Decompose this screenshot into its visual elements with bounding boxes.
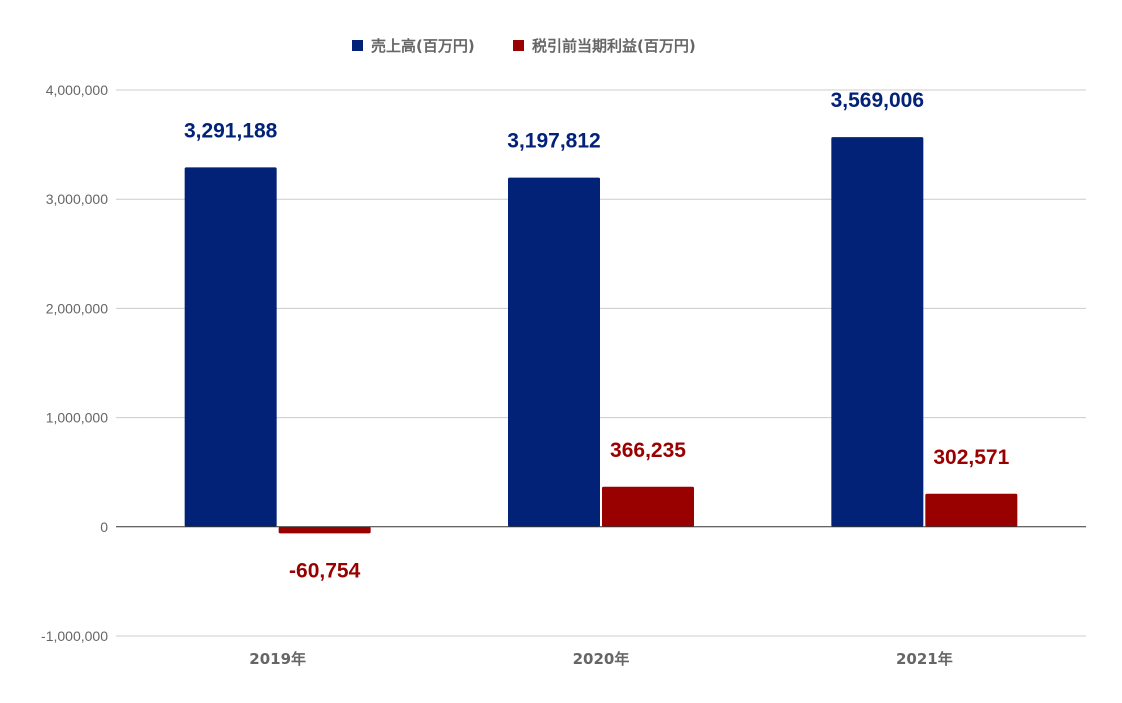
x-category-label: 2020年 xyxy=(573,650,630,668)
legend[interactable]: 売上高(百万円) 税引前当期利益(百万円) xyxy=(352,37,696,55)
bar-sales-0[interactable] xyxy=(184,167,277,527)
data-labels: 3,291,188 -60,754 3,197,812 366,235 3,569,00… xyxy=(184,89,1010,582)
legend-swatch xyxy=(352,40,363,51)
bar-pretax-profit-1[interactable] xyxy=(602,486,694,527)
y-axis-tick-labels: 4,000,000 3,000,000 2,000,000 1,000,000 0 -1,… xyxy=(41,82,108,644)
legend-label[interactable]: 売上高(百万円) xyxy=(371,37,475,55)
bar-sales-1[interactable] xyxy=(508,177,600,527)
data-label: -60,754 xyxy=(289,559,361,582)
x-axis-category-labels: 2019年 2020年 2021年 xyxy=(249,650,952,668)
bar-pretax-profit-2[interactable] xyxy=(925,493,1018,527)
data-label: 3,197,812 xyxy=(507,130,600,153)
y-tick-label: -1,000,000 xyxy=(41,628,108,644)
legend-swatch xyxy=(513,40,524,51)
data-label: 366,235 xyxy=(610,439,686,462)
y-tick-label: 4,000,000 xyxy=(46,82,108,98)
x-category-label: 2019年 xyxy=(249,650,306,668)
bars xyxy=(184,137,1018,534)
gridlines xyxy=(116,89,1086,637)
y-tick-label: 3,000,000 xyxy=(46,191,108,207)
y-tick-label: 2,000,000 xyxy=(46,300,108,316)
x-category-label: 2021年 xyxy=(896,650,953,668)
bar-sales-2[interactable] xyxy=(831,137,924,527)
data-label: 3,569,006 xyxy=(831,89,924,112)
data-label: 3,291,188 xyxy=(184,119,278,142)
bar-pretax-profit-0[interactable] xyxy=(278,526,371,534)
y-tick-label: 0 xyxy=(100,519,108,535)
legend-label[interactable]: 税引前当期利益(百万円) xyxy=(532,37,696,55)
data-label: 302,571 xyxy=(933,446,1009,469)
y-tick-label: 1,000,000 xyxy=(46,410,108,426)
